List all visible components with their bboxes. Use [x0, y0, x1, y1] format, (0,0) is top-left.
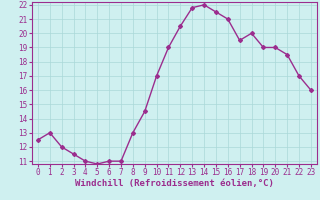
X-axis label: Windchill (Refroidissement éolien,°C): Windchill (Refroidissement éolien,°C) — [75, 179, 274, 188]
